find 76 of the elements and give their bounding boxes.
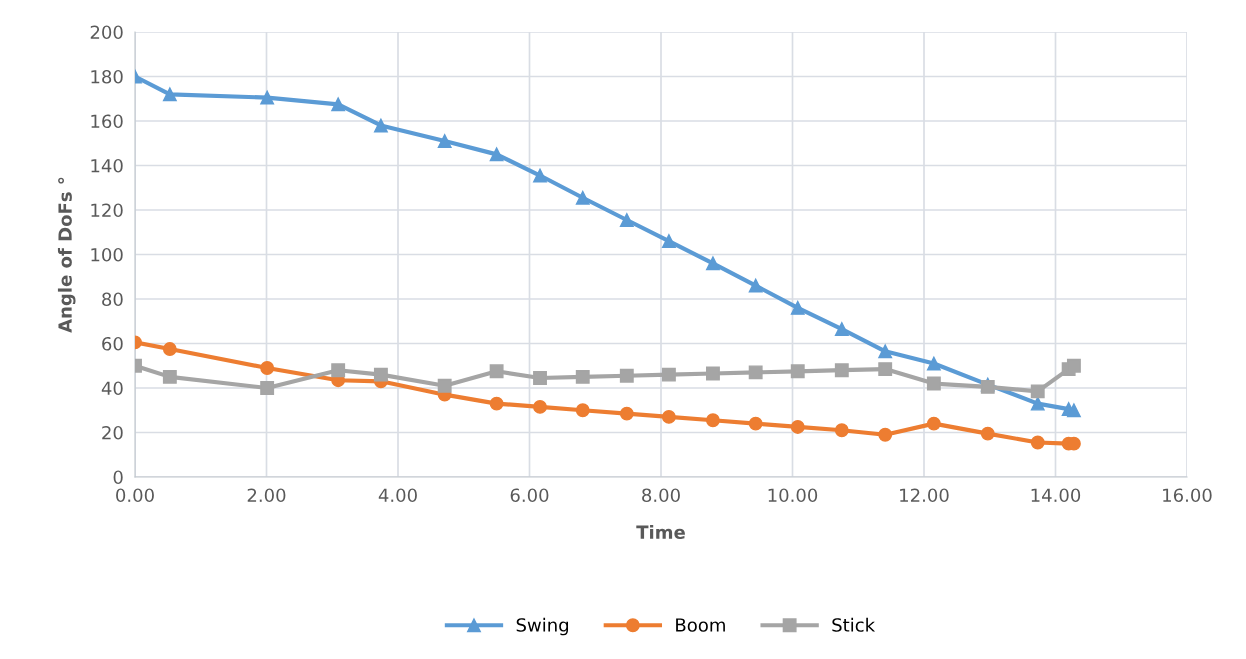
- x-axis-title: Time: [636, 525, 685, 540]
- point: [748, 365, 763, 380]
- point: [331, 97, 346, 112]
- point: [834, 322, 849, 336]
- y-tick-label: 60: [102, 336, 123, 351]
- point: [661, 367, 676, 382]
- x-tick-label: 12.00: [900, 488, 949, 503]
- point: [705, 256, 720, 271]
- point: [878, 427, 893, 442]
- point: [878, 362, 893, 377]
- y-tick-label: 160: [91, 114, 123, 129]
- point: [926, 416, 941, 431]
- point: [373, 118, 388, 133]
- y-tick-label: 80: [102, 292, 123, 307]
- y-tick-label: 140: [91, 158, 123, 173]
- x-tick-label: 16.00: [1163, 488, 1212, 503]
- point: [162, 342, 177, 357]
- point: [661, 234, 676, 249]
- point: [748, 278, 763, 293]
- point: [260, 361, 275, 375]
- point: [834, 423, 849, 438]
- x-tick-label: 0.00: [116, 488, 154, 503]
- point: [533, 371, 547, 385]
- x-tick-label: 4.00: [378, 488, 417, 503]
- point: [926, 376, 941, 391]
- legend-label: Swing: [516, 617, 569, 636]
- point: [705, 413, 720, 428]
- legend-label: Stick: [832, 617, 876, 632]
- point: [1030, 396, 1045, 411]
- point: [926, 356, 941, 371]
- point: [575, 403, 590, 418]
- point: [834, 363, 849, 378]
- x-tick-label: 6.00: [510, 488, 549, 503]
- point: [533, 168, 547, 183]
- point: [260, 381, 275, 395]
- x-tick-label: 8.00: [642, 488, 680, 503]
- y-tick-label: 20: [102, 425, 123, 440]
- point: [980, 426, 995, 441]
- point: [661, 409, 676, 424]
- y-tick-label: 100: [91, 247, 123, 262]
- point: [331, 363, 346, 378]
- point: [533, 399, 547, 414]
- point: [489, 396, 504, 411]
- point: [748, 416, 763, 431]
- point: [162, 369, 177, 384]
- point: [1066, 403, 1081, 418]
- y-axis-title: Angle of DoFs °: [57, 177, 76, 333]
- y-tick-label: 120: [91, 203, 123, 218]
- point: [373, 367, 388, 382]
- x-tick-label: 14.00: [1031, 488, 1081, 503]
- point: [619, 368, 634, 383]
- point: [790, 300, 805, 315]
- y-tick-label: 0: [113, 470, 123, 485]
- y-tick-label: 180: [91, 69, 123, 84]
- point: [1030, 384, 1045, 399]
- point: [575, 369, 590, 384]
- point: [705, 366, 720, 381]
- y-tick-label: 40: [101, 381, 123, 396]
- point: [790, 419, 805, 434]
- point: [437, 134, 452, 148]
- y-tick-label: 200: [90, 25, 123, 40]
- point: [619, 213, 634, 227]
- legend-label: Boom: [676, 618, 725, 632]
- point: [489, 147, 504, 162]
- point: [619, 406, 634, 421]
- point: [1066, 358, 1081, 373]
- point: [437, 378, 452, 393]
- x-tick-label: 10.00: [768, 488, 818, 503]
- point: [260, 90, 275, 105]
- point: [575, 190, 590, 205]
- point: [1030, 435, 1045, 450]
- x-tick-label: 2.00: [247, 488, 286, 503]
- point: [162, 87, 177, 102]
- point: [489, 364, 504, 379]
- point: [790, 364, 805, 379]
- point: [878, 344, 893, 359]
